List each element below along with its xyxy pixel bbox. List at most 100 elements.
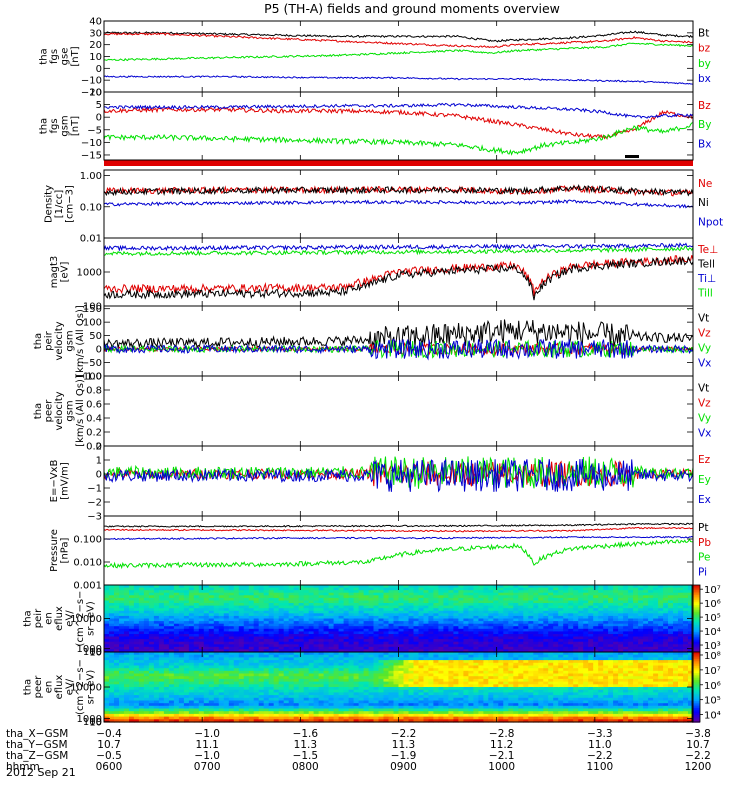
- heat-cell: [363, 700, 370, 704]
- heat-cell: [109, 684, 115, 688]
- heat-cell: [203, 592, 210, 596]
- heat-cell: [243, 585, 250, 589]
- heat-cell: [388, 644, 395, 648]
- heat-cell: [248, 700, 255, 704]
- heat-cell: [253, 713, 260, 718]
- heat-cell: [253, 649, 260, 653]
- heat-cell: [143, 613, 150, 617]
- heat-cell: [648, 603, 654, 607]
- heat-cell: [318, 639, 325, 643]
- heat-cell: [538, 631, 544, 635]
- heat-cell: [268, 621, 275, 625]
- heat-cell: [673, 613, 679, 617]
- heat-cell: [503, 646, 509, 650]
- heat-cell: [138, 631, 145, 635]
- heat-cell: [253, 695, 260, 699]
- heat-cell: [193, 711, 200, 715]
- heat-cell: [278, 692, 285, 696]
- heat-cell: [533, 608, 539, 612]
- heat-cell: [253, 657, 260, 661]
- heat-cell: [338, 587, 345, 591]
- heat-cell: [124, 644, 130, 648]
- heat-cell: [453, 649, 459, 653]
- heat-cell: [328, 631, 335, 635]
- heat-cell: [438, 585, 444, 589]
- heat-cell: [448, 649, 454, 653]
- ytick-label: 0: [96, 113, 102, 124]
- heat-cell: [433, 590, 439, 594]
- heat-cell: [403, 618, 410, 622]
- heat-cell: [403, 595, 410, 599]
- heat-cell: [143, 646, 150, 650]
- heat-cell: [353, 595, 360, 599]
- heat-cell: [433, 646, 439, 650]
- heat-cell: [448, 592, 454, 596]
- heat-cell: [338, 595, 345, 599]
- heat-cell: [248, 684, 255, 688]
- heat-cell: [563, 590, 569, 594]
- heat-cell: [328, 678, 335, 683]
- heat-cell: [548, 592, 554, 596]
- heat-cell: [119, 592, 125, 596]
- heat-cell: [228, 713, 235, 718]
- heat-cell: [273, 641, 280, 645]
- heat-cell: [643, 613, 649, 617]
- heat-cell: [383, 603, 390, 607]
- heat-cell: [488, 615, 494, 620]
- heat-cell: [124, 670, 130, 675]
- heat-cell: [228, 644, 235, 648]
- heat-cell: [243, 657, 250, 661]
- heat-cell: [258, 700, 265, 704]
- heat-cell: [138, 708, 145, 712]
- heat-cell: [658, 631, 664, 635]
- heat-cell: [358, 668, 365, 672]
- heat-cell: [218, 703, 225, 707]
- heat-cell: [363, 608, 370, 612]
- heat-cell: [129, 631, 135, 635]
- heat-cell: [588, 639, 594, 643]
- heat-cell: [368, 623, 375, 627]
- heat-cell: [358, 665, 365, 669]
- heat-cell: [328, 703, 335, 707]
- heat-cell: [583, 626, 589, 630]
- heat-cell: [183, 713, 190, 718]
- heat-cell: [308, 697, 315, 702]
- heat-cell: [383, 703, 390, 707]
- heat-cell: [104, 644, 110, 648]
- heat-cell: [158, 603, 165, 607]
- heat-cell: [168, 708, 175, 712]
- heat-cell: [168, 687, 175, 691]
- ylabel-line: en: [44, 612, 55, 625]
- heat-cell: [363, 665, 370, 669]
- heat-cell: [333, 636, 340, 640]
- heat-cell: [518, 628, 524, 632]
- heat-cell: [243, 628, 250, 632]
- heat-cell: [368, 615, 375, 620]
- heat-cell: [178, 692, 185, 696]
- heat-cell: [203, 610, 210, 614]
- heat-cell: [313, 641, 320, 645]
- legend-Bt: Bt: [698, 27, 709, 39]
- heat-cell: [408, 628, 415, 632]
- heat-cell: [458, 636, 464, 640]
- heat-cell: [468, 595, 474, 599]
- heat-cell: [373, 623, 380, 627]
- heat-cell: [388, 662, 395, 667]
- heat-cell: [153, 662, 160, 667]
- series-Tell: [103, 256, 694, 301]
- heat-cell: [528, 641, 534, 645]
- heat-cell: [523, 605, 529, 609]
- heat-cell: [223, 657, 230, 661]
- heat-cell: [498, 626, 504, 630]
- heat-cell: [478, 587, 484, 591]
- heat-cell: [378, 676, 385, 680]
- heat-cell: [119, 657, 125, 661]
- heat-cell: [129, 649, 135, 653]
- heat-cell: [253, 678, 260, 683]
- heat-cell: [273, 700, 280, 704]
- heat-cell: [313, 670, 320, 675]
- heat-cell: [593, 641, 599, 645]
- heat-cell: [408, 623, 415, 627]
- heat-cell: [213, 676, 220, 680]
- heat-cell: [293, 626, 300, 630]
